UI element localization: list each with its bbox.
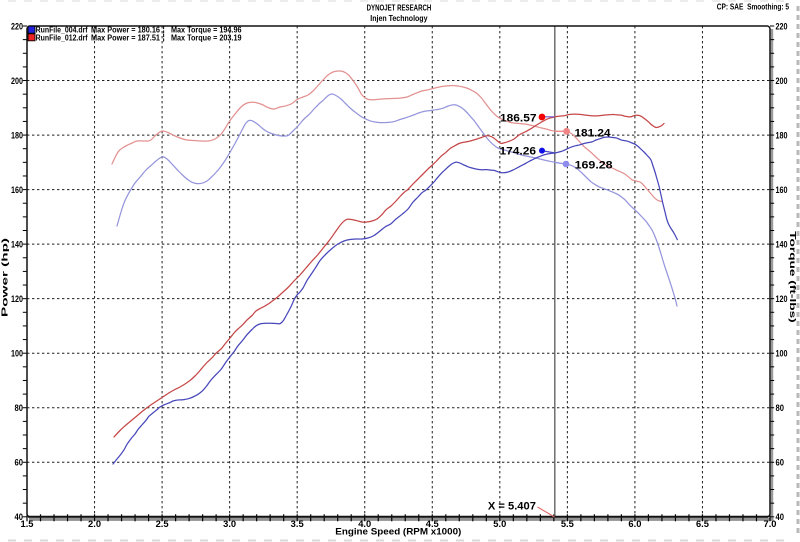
svg-text:Engine Speed (RPM x1000): Engine Speed (RPM x1000): [335, 527, 461, 538]
svg-text:180: 180: [776, 130, 788, 140]
svg-text:DYNOJET RESEARCH: DYNOJET RESEARCH: [367, 4, 432, 13]
svg-text:¦: ¦: [163, 33, 165, 42]
svg-text:1.5: 1.5: [21, 519, 34, 529]
svg-text:CP: SAE Smoothing: 5: CP: SAE Smoothing: 5: [717, 3, 790, 12]
svg-text:80: 80: [15, 403, 24, 413]
svg-text:181.24: 181.24: [575, 127, 612, 139]
svg-text:100: 100: [11, 349, 23, 359]
svg-text:174.26: 174.26: [500, 145, 537, 157]
svg-text:5.0: 5.0: [493, 519, 506, 529]
svg-text:40: 40: [15, 512, 24, 522]
svg-text:169.28: 169.28: [575, 159, 613, 171]
svg-text:Max Power = 180.16: Max Power = 180.16: [91, 26, 160, 35]
svg-text:160: 160: [776, 185, 788, 195]
svg-text:X = 5.407: X = 5.407: [488, 501, 536, 513]
svg-text:Torque (ft-lbs): Torque (ft-lbs): [788, 231, 798, 323]
svg-text:180: 180: [11, 130, 23, 140]
svg-text:4.5: 4.5: [426, 519, 439, 529]
svg-text:40: 40: [776, 512, 785, 522]
svg-text:Max Torque = 203.19: Max Torque = 203.19: [171, 33, 242, 42]
svg-text:RunFile_012.drf: RunFile_012.drf: [36, 33, 88, 42]
svg-text:60: 60: [776, 458, 785, 468]
svg-text:5.5: 5.5: [561, 519, 574, 529]
svg-text:120: 120: [11, 294, 23, 304]
svg-text:200: 200: [776, 76, 788, 86]
svg-text:¦: ¦: [163, 25, 165, 34]
svg-text:140: 140: [776, 239, 788, 249]
svg-text:186.57: 186.57: [500, 112, 537, 124]
svg-text:7.0: 7.0: [764, 519, 777, 529]
svg-text:6.0: 6.0: [628, 519, 641, 529]
svg-text:3.0: 3.0: [223, 519, 236, 529]
svg-text:60: 60: [15, 458, 24, 468]
svg-text:220: 220: [11, 21, 23, 31]
svg-text:Power (hp): Power (hp): [0, 238, 9, 317]
svg-text:Injen Technology: Injen Technology: [370, 14, 428, 23]
svg-text:6.5: 6.5: [696, 519, 709, 529]
svg-text:4.0: 4.0: [358, 519, 371, 529]
svg-text:100: 100: [776, 349, 788, 359]
svg-text:200: 200: [11, 76, 23, 86]
svg-text:80: 80: [776, 403, 785, 413]
svg-text:160: 160: [11, 185, 23, 195]
svg-text:RunFile_004.drf: RunFile_004.drf: [36, 26, 88, 35]
svg-text:2.0: 2.0: [88, 519, 101, 529]
svg-text:3.5: 3.5: [291, 519, 304, 529]
svg-text:140: 140: [11, 239, 23, 249]
svg-text:Max Torque = 194.96: Max Torque = 194.96: [171, 26, 242, 35]
svg-text:220: 220: [776, 21, 788, 31]
svg-text:Max Power = 187.51: Max Power = 187.51: [91, 33, 160, 42]
svg-text:2.5: 2.5: [156, 519, 169, 529]
svg-text:120: 120: [776, 294, 788, 304]
